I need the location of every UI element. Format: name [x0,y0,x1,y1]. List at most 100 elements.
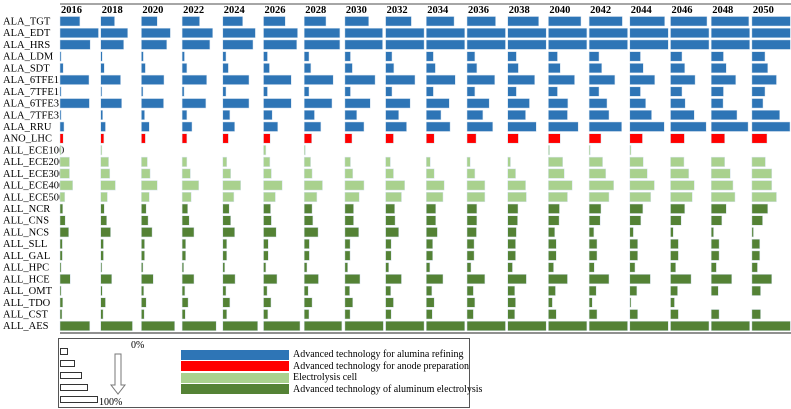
scale-bar [60,360,75,367]
bar [426,297,435,308]
bar [344,297,354,308]
bar [263,180,283,191]
bar [344,274,361,285]
bar [426,110,442,121]
bar [59,203,64,214]
bar [466,238,475,249]
bar [629,180,655,191]
bar [710,121,749,132]
bar [344,203,354,214]
bar [588,145,591,156]
legend-label: Advanced technology of aluminum electrol… [293,383,483,395]
bar [385,215,396,226]
legend-item: Electrolysis cell [181,372,357,383]
bar [588,238,598,249]
bar [548,98,569,109]
bar [588,180,614,191]
legend-label: Advanced technology for anode preparatio… [293,360,470,372]
bar [670,39,710,50]
bar [141,274,154,285]
bar [426,39,466,50]
bar [222,74,250,85]
bar [181,285,186,296]
bar [426,168,435,179]
bar [548,86,558,97]
bar [59,98,90,109]
bar [670,285,678,296]
bar [751,98,764,109]
bar [588,74,616,85]
bar [181,86,185,97]
bar [588,98,608,109]
bar [303,145,306,156]
bar [263,133,271,144]
bar [548,156,563,167]
bar [141,309,145,320]
bar [222,320,258,331]
bar [385,86,393,97]
bar [181,250,186,261]
bar [710,168,731,179]
bar [222,63,229,74]
bar [588,121,622,132]
bar [181,39,211,50]
bar [141,320,175,331]
row-label: ALA_6TFE1 [3,75,59,86]
bar [181,309,186,320]
bar [263,203,271,214]
row-label: ALA_HRS [3,40,50,51]
bar [303,238,310,249]
bar [466,320,506,331]
bar [100,168,111,179]
bar [100,238,104,249]
row-label: ALA_7TFE3 [3,110,59,121]
bar [629,285,638,296]
bar [548,215,560,226]
row-label: ALA_SDT [3,63,50,74]
row-label: ALL_CST [3,310,49,321]
bar [181,74,207,85]
bar [710,203,727,214]
bar [385,110,399,121]
bar [588,39,628,50]
row-label: ALA_7TFE1 [3,87,59,98]
bar [263,16,286,27]
bar [710,227,714,238]
bar [222,192,235,203]
bar [141,86,144,97]
legend-item: Advanced technology for alumina refining [181,349,464,360]
bar [507,215,518,226]
bar [548,63,561,74]
bar [181,16,200,27]
bar [710,16,750,27]
bar [588,63,603,74]
row-label: ALL_ECE300 [3,169,64,180]
bar [385,297,394,308]
bar [303,74,334,85]
bar [141,262,144,273]
bar [385,320,425,331]
bar [385,227,399,238]
bar [507,121,537,132]
row-label: ALL_HCE [3,274,50,285]
bar [670,320,710,331]
bar [751,309,761,320]
bar [59,133,64,144]
bar [507,86,517,97]
bar [629,98,646,109]
bar [263,121,279,132]
bar [466,180,486,191]
bar [751,133,768,144]
bar [426,51,434,62]
legend-label: Advanced technology for alumina refining [293,349,464,360]
bar [141,297,147,308]
bar [344,227,360,238]
bar [751,156,766,167]
bar [303,192,318,203]
scale-min-label: 0% [131,340,145,351]
legend-box: 0% 100% Advanced technology for alumina … [58,338,482,408]
bar [548,262,554,273]
bar [507,309,516,320]
row-label: ALL_GAL [3,251,50,262]
bar [59,145,62,156]
